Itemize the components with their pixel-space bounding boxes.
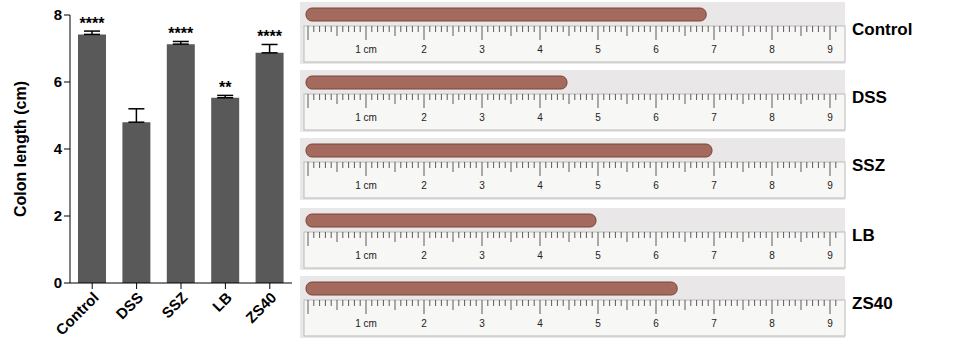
- svg-text:DSS: DSS: [852, 88, 887, 107]
- svg-text:1 cm: 1 cm: [355, 44, 377, 55]
- svg-text:SSZ: SSZ: [158, 289, 191, 322]
- svg-text:5: 5: [595, 112, 601, 123]
- svg-text:LB: LB: [852, 226, 875, 245]
- svg-text:8: 8: [769, 112, 775, 123]
- svg-text:2: 2: [421, 250, 427, 261]
- svg-text:2: 2: [421, 44, 427, 55]
- svg-text:8: 8: [54, 6, 62, 23]
- svg-text:8: 8: [769, 180, 775, 191]
- svg-text:2: 2: [54, 207, 62, 224]
- svg-text:1 cm: 1 cm: [355, 180, 377, 191]
- svg-text:****: ****: [257, 28, 283, 45]
- svg-text:1 cm: 1 cm: [355, 318, 377, 329]
- svg-text:5: 5: [595, 180, 601, 191]
- svg-text:0: 0: [54, 274, 62, 291]
- svg-text:7: 7: [711, 44, 717, 55]
- svg-text:9: 9: [827, 318, 833, 329]
- svg-text:DSS: DSS: [112, 289, 146, 323]
- svg-text:1 cm: 1 cm: [355, 250, 377, 261]
- svg-text:6: 6: [54, 73, 62, 90]
- svg-text:6: 6: [653, 112, 659, 123]
- svg-text:6: 6: [653, 318, 659, 329]
- svg-text:Colon length (cm): Colon length (cm): [12, 81, 29, 217]
- svg-text:7: 7: [711, 250, 717, 261]
- svg-text:6: 6: [653, 180, 659, 191]
- svg-text:ZS40: ZS40: [242, 289, 279, 326]
- svg-text:4: 4: [537, 44, 543, 55]
- svg-text:7: 7: [711, 318, 717, 329]
- svg-text:5: 5: [595, 44, 601, 55]
- svg-text:5: 5: [595, 318, 601, 329]
- svg-text:3: 3: [479, 250, 485, 261]
- svg-text:8: 8: [769, 250, 775, 261]
- svg-text:3: 3: [479, 318, 485, 329]
- svg-text:9: 9: [827, 250, 833, 261]
- svg-text:4: 4: [537, 250, 543, 261]
- svg-text:7: 7: [711, 112, 717, 123]
- svg-text:****: ****: [80, 15, 106, 32]
- svg-text:3: 3: [479, 180, 485, 191]
- svg-text:4: 4: [537, 318, 543, 329]
- svg-text:5: 5: [595, 250, 601, 261]
- svg-text:9: 9: [827, 112, 833, 123]
- svg-text:8: 8: [769, 44, 775, 55]
- svg-text:SSZ: SSZ: [852, 156, 885, 175]
- svg-text:****: ****: [168, 25, 194, 42]
- svg-text:Control: Control: [52, 289, 102, 339]
- svg-text:4: 4: [54, 140, 63, 157]
- svg-text:1 cm: 1 cm: [355, 112, 377, 123]
- svg-text:7: 7: [711, 180, 717, 191]
- svg-text:9: 9: [827, 44, 833, 55]
- svg-text:2: 2: [421, 318, 427, 329]
- svg-text:4: 4: [537, 112, 543, 123]
- svg-text:Control: Control: [852, 20, 912, 39]
- svg-text:2: 2: [421, 180, 427, 191]
- svg-text:6: 6: [653, 250, 659, 261]
- svg-text:LB: LB: [209, 289, 235, 315]
- svg-text:ZS40: ZS40: [852, 294, 893, 313]
- svg-text:**: **: [219, 79, 232, 96]
- svg-text:3: 3: [479, 112, 485, 123]
- svg-text:6: 6: [653, 44, 659, 55]
- svg-text:9: 9: [827, 180, 833, 191]
- svg-text:3: 3: [479, 44, 485, 55]
- svg-text:4: 4: [537, 180, 543, 191]
- svg-text:8: 8: [769, 318, 775, 329]
- svg-text:2: 2: [421, 112, 427, 123]
